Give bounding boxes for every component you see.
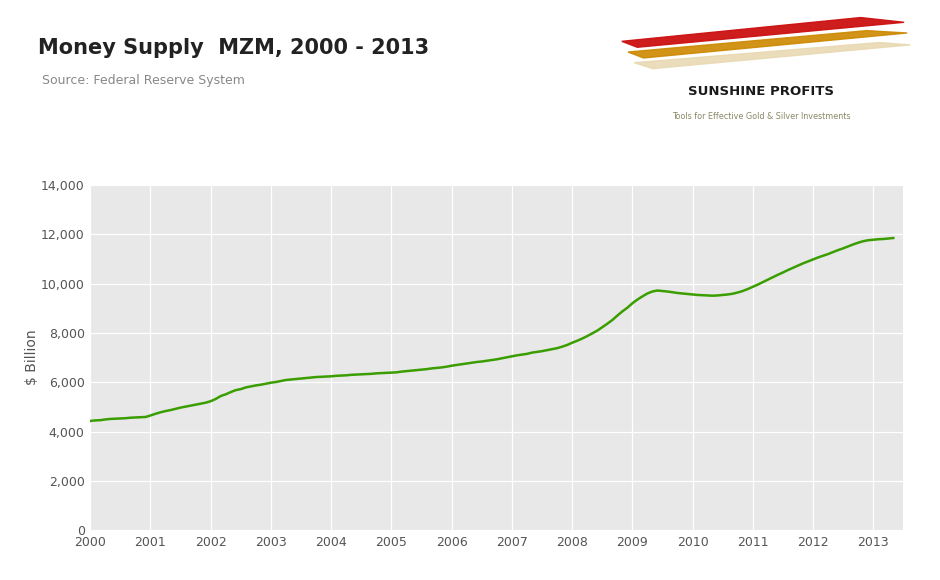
Polygon shape xyxy=(634,42,910,68)
Text: Tools for Effective Gold & Silver Investments: Tools for Effective Gold & Silver Invest… xyxy=(672,112,851,121)
Text: Source: Federal Reserve System: Source: Federal Reserve System xyxy=(42,74,245,87)
Y-axis label: $ Billion: $ Billion xyxy=(25,330,39,385)
Polygon shape xyxy=(628,31,907,58)
Text: SUNSHINE PROFITS: SUNSHINE PROFITS xyxy=(688,85,835,98)
Polygon shape xyxy=(622,17,904,48)
Text: Money Supply  MZM, 2000 - 2013: Money Supply MZM, 2000 - 2013 xyxy=(38,38,429,57)
